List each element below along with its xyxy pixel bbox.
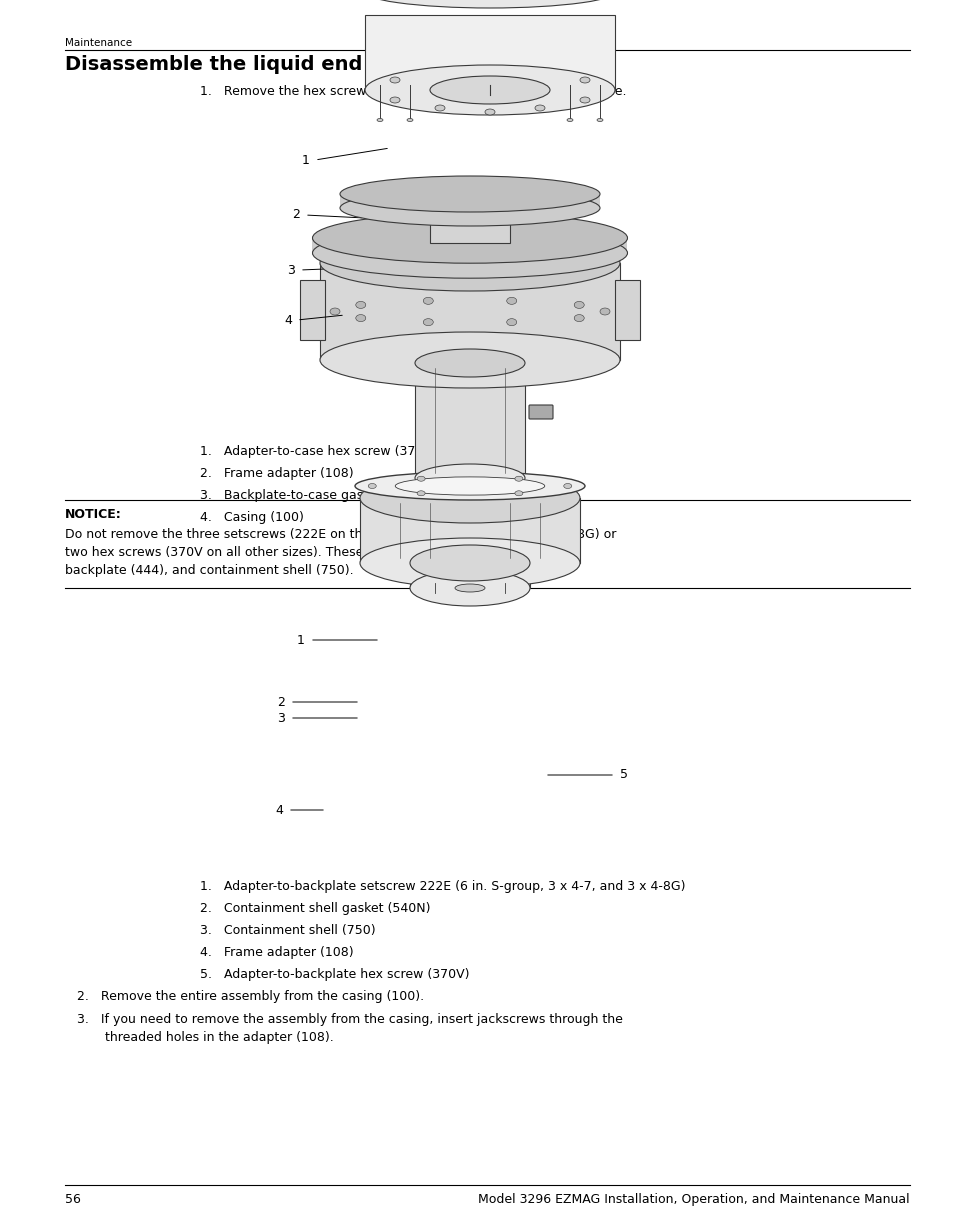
Ellipse shape (597, 119, 602, 121)
Ellipse shape (574, 314, 583, 321)
Ellipse shape (355, 314, 365, 321)
Text: 5.   Adapter-to-backplate hex screw (370V): 5. Adapter-to-backplate hex screw (370V) (200, 968, 469, 982)
Ellipse shape (430, 76, 550, 104)
Text: 1.   Adapter-to-case hex screw (370): 1. Adapter-to-case hex screw (370) (200, 445, 428, 458)
Ellipse shape (390, 77, 399, 83)
Text: 3.   Backplate-to-case gasket (351): 3. Backplate-to-case gasket (351) (200, 490, 419, 502)
Ellipse shape (484, 109, 495, 115)
Ellipse shape (313, 212, 627, 264)
Text: backplate (444), and containment shell (750).: backplate (444), and containment shell (… (65, 564, 354, 577)
Ellipse shape (355, 302, 365, 308)
Text: Model 3296 EZMAG Installation, Operation, and Maintenance Manual: Model 3296 EZMAG Installation, Operation… (477, 1193, 909, 1206)
Text: 5: 5 (619, 768, 627, 782)
Ellipse shape (330, 308, 339, 315)
Ellipse shape (368, 483, 375, 488)
Text: 2.   Containment shell gasket (540N): 2. Containment shell gasket (540N) (200, 902, 430, 915)
Ellipse shape (339, 190, 599, 226)
Ellipse shape (313, 228, 627, 279)
Ellipse shape (423, 297, 433, 304)
Ellipse shape (410, 571, 530, 606)
Ellipse shape (359, 0, 619, 9)
Text: 4: 4 (274, 804, 283, 816)
FancyBboxPatch shape (529, 405, 553, 418)
Text: 3.   Containment shell (750): 3. Containment shell (750) (200, 924, 375, 937)
Ellipse shape (515, 476, 522, 481)
Text: Do not remove the three setscrews (222E on the 6 in. S-group, 3 x 4-7, and 3 x 4: Do not remove the three setscrews (222E … (65, 528, 616, 541)
Text: 2: 2 (276, 696, 285, 708)
Ellipse shape (579, 97, 589, 103)
Ellipse shape (566, 119, 573, 121)
Text: 2: 2 (292, 209, 299, 222)
Ellipse shape (574, 302, 583, 308)
Text: 3: 3 (287, 264, 294, 276)
Text: 3: 3 (276, 712, 285, 724)
Ellipse shape (416, 491, 425, 496)
Text: threaded holes in the adapter (108).: threaded holes in the adapter (108). (105, 1031, 334, 1044)
Ellipse shape (319, 236, 619, 291)
Ellipse shape (319, 333, 619, 388)
FancyBboxPatch shape (410, 563, 530, 588)
Ellipse shape (359, 472, 579, 523)
Ellipse shape (410, 545, 530, 582)
Ellipse shape (365, 65, 615, 115)
Ellipse shape (390, 97, 399, 103)
FancyBboxPatch shape (365, 15, 615, 90)
FancyBboxPatch shape (615, 280, 639, 340)
FancyBboxPatch shape (313, 238, 627, 253)
Text: 1.   Adapter-to-backplate setscrew 222E (6 in. S-group, 3 x 4-7, and 3 x 4-8G): 1. Adapter-to-backplate setscrew 222E (6… (200, 880, 685, 893)
Ellipse shape (355, 472, 584, 499)
Ellipse shape (376, 119, 382, 121)
Text: Maintenance: Maintenance (65, 38, 132, 48)
Ellipse shape (339, 175, 599, 212)
Ellipse shape (435, 106, 444, 110)
Text: 1: 1 (302, 153, 310, 167)
Text: 2.   Frame adapter (108): 2. Frame adapter (108) (200, 467, 354, 480)
FancyBboxPatch shape (415, 363, 524, 479)
Ellipse shape (599, 308, 609, 315)
Ellipse shape (563, 483, 571, 488)
Text: 4.   Casing (100): 4. Casing (100) (200, 510, 304, 524)
Ellipse shape (359, 537, 579, 588)
Text: 4: 4 (284, 314, 292, 326)
Ellipse shape (535, 106, 544, 110)
Text: 3.   If you need to remove the assembly from the casing, insert jackscrews throu: 3. If you need to remove the assembly fr… (77, 1014, 622, 1026)
FancyBboxPatch shape (339, 194, 599, 209)
Text: 1: 1 (296, 633, 305, 647)
Text: NOTICE:: NOTICE: (65, 508, 122, 521)
Ellipse shape (415, 464, 524, 492)
Ellipse shape (506, 319, 517, 325)
Ellipse shape (395, 477, 544, 496)
Text: two hex screws (370V on all other sizes). These setscrews hold the adapter (108): two hex screws (370V on all other sizes)… (65, 546, 579, 560)
Ellipse shape (455, 584, 484, 591)
Ellipse shape (515, 491, 522, 496)
Ellipse shape (423, 319, 433, 325)
Ellipse shape (416, 476, 425, 481)
Ellipse shape (506, 297, 517, 304)
Text: 56: 56 (65, 1193, 81, 1206)
FancyBboxPatch shape (299, 280, 325, 340)
FancyBboxPatch shape (319, 263, 619, 360)
FancyBboxPatch shape (359, 498, 579, 563)
FancyBboxPatch shape (430, 213, 510, 243)
Text: Disassemble the liquid end: Disassemble the liquid end (65, 55, 362, 74)
Ellipse shape (579, 77, 589, 83)
Text: 2.   Remove the entire assembly from the casing (100).: 2. Remove the entire assembly from the c… (77, 990, 424, 1002)
Ellipse shape (407, 119, 413, 121)
Ellipse shape (415, 348, 524, 377)
Text: 4.   Frame adapter (108): 4. Frame adapter (108) (200, 946, 354, 960)
Text: 1.   Remove the hex screws (370) that hold the adapter to the case.: 1. Remove the hex screws (370) that hold… (200, 85, 626, 98)
